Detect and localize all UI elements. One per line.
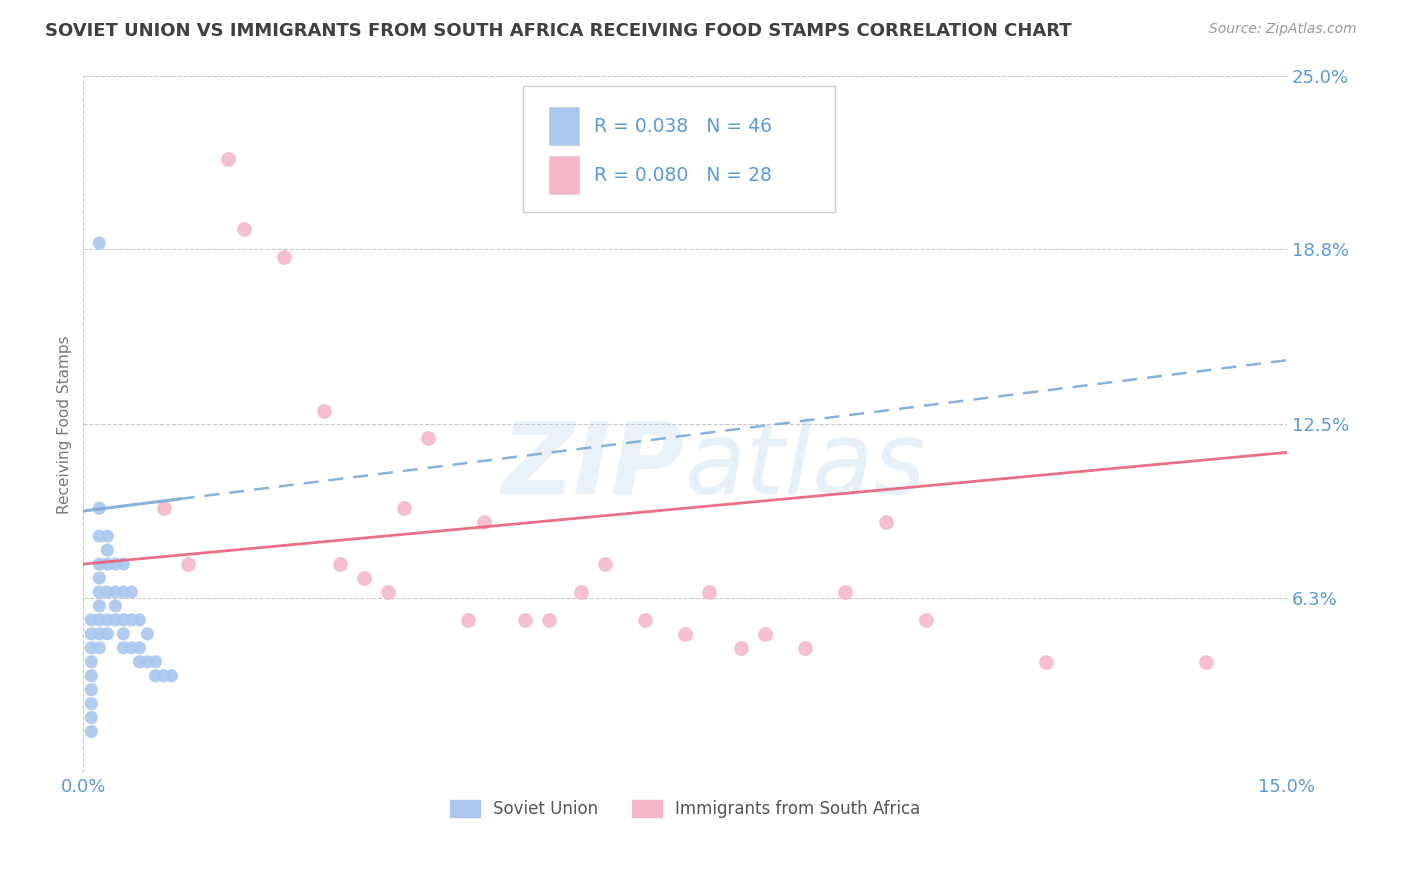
Point: [312, 403, 335, 417]
Point: [80, 724, 103, 739]
Point: [96, 613, 118, 627]
Point: [145, 655, 167, 669]
FancyBboxPatch shape: [523, 86, 835, 211]
Point: [128, 655, 150, 669]
Point: [136, 627, 159, 641]
Point: [794, 640, 817, 655]
Point: [128, 640, 150, 655]
Point: [112, 627, 135, 641]
Point: [80, 640, 103, 655]
Point: [513, 613, 536, 627]
Point: [80, 682, 103, 697]
Point: [112, 557, 135, 571]
Point: [232, 222, 254, 236]
Point: [96, 529, 118, 543]
Point: [673, 627, 696, 641]
Point: [634, 613, 657, 627]
Point: [377, 585, 399, 599]
Point: [112, 613, 135, 627]
Point: [89, 557, 111, 571]
Text: atlas: atlas: [685, 417, 927, 515]
Point: [120, 613, 142, 627]
Point: [329, 557, 352, 571]
Point: [537, 613, 560, 627]
Point: [353, 571, 375, 585]
FancyBboxPatch shape: [548, 156, 579, 194]
Text: SOVIET UNION VS IMMIGRANTS FROM SOUTH AFRICA RECEIVING FOOD STAMPS CORRELATION C: SOVIET UNION VS IMMIGRANTS FROM SOUTH AF…: [45, 22, 1071, 40]
Point: [914, 613, 936, 627]
Point: [273, 250, 295, 264]
Point: [80, 627, 103, 641]
Point: [217, 153, 239, 167]
Point: [1035, 655, 1057, 669]
Point: [569, 585, 592, 599]
Point: [834, 585, 856, 599]
Text: R = 0.080   N = 28: R = 0.080 N = 28: [593, 166, 772, 185]
Point: [593, 557, 616, 571]
Point: [697, 585, 720, 599]
Point: [89, 613, 111, 627]
Point: [89, 627, 111, 641]
Point: [120, 640, 142, 655]
Point: [152, 669, 174, 683]
Point: [152, 501, 174, 516]
Point: [104, 557, 127, 571]
Point: [875, 515, 897, 529]
Point: [96, 557, 118, 571]
Legend: Soviet Union, Immigrants from South Africa: Soviet Union, Immigrants from South Afri…: [443, 793, 927, 824]
Point: [120, 585, 142, 599]
Point: [457, 613, 479, 627]
FancyBboxPatch shape: [548, 107, 579, 145]
Point: [80, 655, 103, 669]
Point: [104, 585, 127, 599]
Point: [96, 585, 118, 599]
Point: [96, 627, 118, 641]
Point: [145, 669, 167, 683]
Point: [80, 710, 103, 724]
Point: [160, 669, 183, 683]
Point: [104, 599, 127, 613]
Point: [80, 669, 103, 683]
Point: [89, 585, 111, 599]
Point: [80, 697, 103, 711]
Point: [754, 627, 776, 641]
Text: ZIP: ZIP: [502, 417, 685, 515]
Point: [474, 515, 496, 529]
Point: [112, 585, 135, 599]
Text: Source: ZipAtlas.com: Source: ZipAtlas.com: [1209, 22, 1357, 37]
Point: [418, 432, 440, 446]
Text: R = 0.038   N = 46: R = 0.038 N = 46: [593, 117, 772, 136]
Point: [89, 501, 111, 516]
Point: [89, 235, 111, 250]
Y-axis label: Receiving Food Stamps: Receiving Food Stamps: [58, 335, 72, 514]
Point: [730, 640, 752, 655]
Point: [392, 501, 415, 516]
Point: [128, 613, 150, 627]
Point: [176, 557, 198, 571]
Point: [1195, 655, 1218, 669]
Point: [89, 599, 111, 613]
Point: [104, 613, 127, 627]
Point: [80, 613, 103, 627]
Point: [112, 640, 135, 655]
Point: [136, 655, 159, 669]
Point: [96, 543, 118, 558]
Point: [89, 571, 111, 585]
Point: [89, 529, 111, 543]
Point: [89, 640, 111, 655]
